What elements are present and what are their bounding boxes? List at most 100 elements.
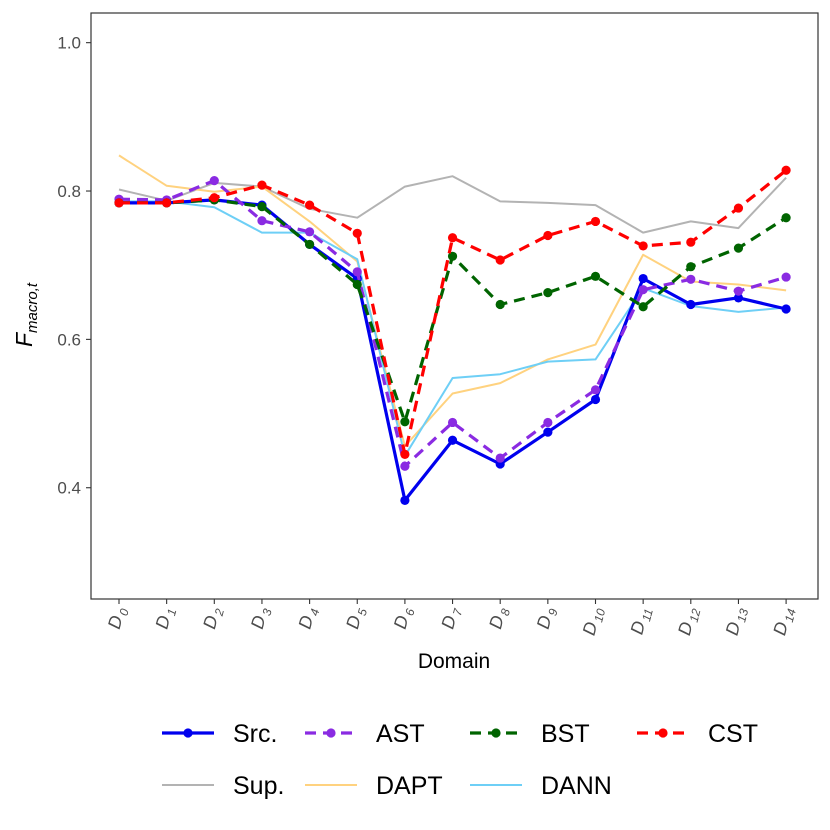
series-point-src: [781, 304, 791, 314]
series-point-ast: [447, 417, 458, 428]
x-tick-label-main: D: [579, 620, 602, 638]
plot-area: [90, 12, 819, 600]
x-tick-label-sub: 5: [355, 607, 370, 617]
legend-label-ast: AST: [376, 720, 425, 748]
x-tick-label-sub: 8: [498, 607, 513, 617]
x-tick-label-main: D: [627, 619, 650, 637]
x-tick-label-main: D: [390, 613, 413, 631]
series-point-bst: [495, 299, 505, 310]
x-tick-label: D9: [533, 605, 561, 632]
series-line-cst: [119, 169, 788, 456]
legend-label-src: Src.: [233, 720, 277, 748]
x-tick-label-sub: 0: [117, 607, 132, 617]
series-point-cst: [590, 216, 601, 227]
x-tick-label: D12: [674, 605, 704, 639]
svg-text:D9: D9: [533, 605, 561, 632]
svg-text:D13: D13: [722, 605, 752, 639]
x-tick-label-sub: 2: [212, 607, 228, 618]
series-line-dapt: [118, 154, 787, 448]
x-tick-label-main: D: [769, 620, 792, 638]
series-point-bst: [781, 213, 791, 223]
x-tick-label-main: D: [342, 613, 365, 631]
y-axis: 0.4 0.6 0.8 1.0: [57, 34, 91, 498]
series-point-cst: [638, 241, 648, 251]
legend-label-dann: DANN: [541, 772, 612, 800]
y-axis-title-main: F: [11, 331, 37, 347]
x-tick-label: D8: [485, 605, 513, 632]
svg-text:D0: D0: [104, 605, 132, 632]
series-line-sup: [118, 175, 787, 234]
x-tick-label: D10: [579, 605, 609, 639]
svg-text:D12: D12: [674, 605, 704, 639]
legend-item-bst: BST: [470, 720, 590, 748]
svg-text:D10: D10: [579, 605, 609, 639]
series-point-cst: [686, 237, 696, 247]
svg-text:D1: D1: [152, 605, 180, 632]
x-tick-label-main: D: [295, 613, 318, 631]
svg-text:D14: D14: [769, 605, 799, 639]
x-tick-label: D3: [247, 605, 275, 632]
x-tick-label: D1: [152, 605, 180, 632]
legend: Src. AST BST CST Sup. DAPT DANN: [162, 720, 758, 800]
svg-text:Fmacro,t: Fmacro,t: [11, 282, 41, 347]
x-tick-label-sub: 3: [259, 607, 274, 617]
series-point-ast: [686, 274, 696, 284]
svg-text:D3: D3: [247, 605, 275, 632]
x-tick-label-main: D: [722, 620, 745, 638]
legend-marker-ast: [326, 728, 336, 738]
series-point-src: [590, 394, 601, 405]
series-point-ast: [543, 417, 553, 428]
series-point-ast: [495, 453, 505, 463]
svg-text:D2: D2: [199, 605, 227, 632]
x-tick-label-sub: 6: [402, 607, 417, 617]
series-point-cst: [447, 233, 458, 243]
series-point-bst: [305, 239, 315, 250]
series-point-ast: [209, 176, 219, 186]
y-axis-title-sub: macro,t: [24, 282, 41, 333]
x-tick-label-sub: 7: [450, 606, 466, 617]
series-point-src: [543, 427, 553, 437]
plot-panel-border: [90, 12, 819, 600]
x-tick-label: D2: [199, 605, 227, 632]
series-point-cst: [257, 180, 267, 190]
series-point-cst: [162, 198, 172, 208]
series-point-cst: [352, 228, 362, 238]
series-point-ast: [733, 286, 744, 296]
x-tick-label-sub: 12: [687, 607, 704, 624]
series-point-ast: [352, 267, 362, 277]
y-tick-label: 0.8: [57, 182, 81, 201]
y-tick-label: 1.0: [57, 34, 81, 53]
series-point-cst: [733, 203, 744, 213]
series-line-dann: [119, 200, 787, 457]
legend-item-cst: CST: [637, 720, 758, 748]
series-point-bst: [447, 251, 458, 261]
svg-text:D8: D8: [485, 605, 513, 632]
x-tick-label: D5: [342, 605, 370, 632]
series-point-bst: [733, 243, 744, 253]
legend-item-ast: AST: [305, 720, 425, 748]
series-point-cst: [495, 255, 505, 265]
x-tick-label: D4: [295, 605, 323, 632]
series-point-bst: [257, 202, 267, 212]
x-tick-label-main: D: [152, 613, 175, 631]
legend-label-cst: CST: [708, 720, 758, 748]
series-point-cst: [305, 200, 315, 210]
x-tick-label-sub: 14: [782, 607, 799, 624]
svg-text:D4: D4: [295, 605, 323, 632]
x-tick-label-sub: 13: [734, 607, 751, 624]
legend-item-sup: Sup.: [162, 772, 284, 800]
y-tick-label: 0.6: [57, 330, 81, 349]
svg-text:D6: D6: [390, 605, 418, 632]
svg-text:D5: D5: [342, 605, 370, 632]
x-tick-label-main: D: [485, 613, 508, 631]
x-tick-label-sub: 1: [164, 607, 179, 617]
legend-item-dapt: DAPT: [305, 772, 443, 800]
series-point-ast: [590, 385, 601, 395]
series-point-bst: [400, 417, 410, 427]
series-point-bst: [543, 288, 553, 298]
x-axis-title: Domain: [418, 650, 490, 673]
x-tick-label-main: D: [199, 613, 222, 631]
series-point-ast: [781, 272, 791, 282]
svg-text:D7: D7: [437, 604, 465, 632]
series-point-src: [638, 273, 648, 284]
